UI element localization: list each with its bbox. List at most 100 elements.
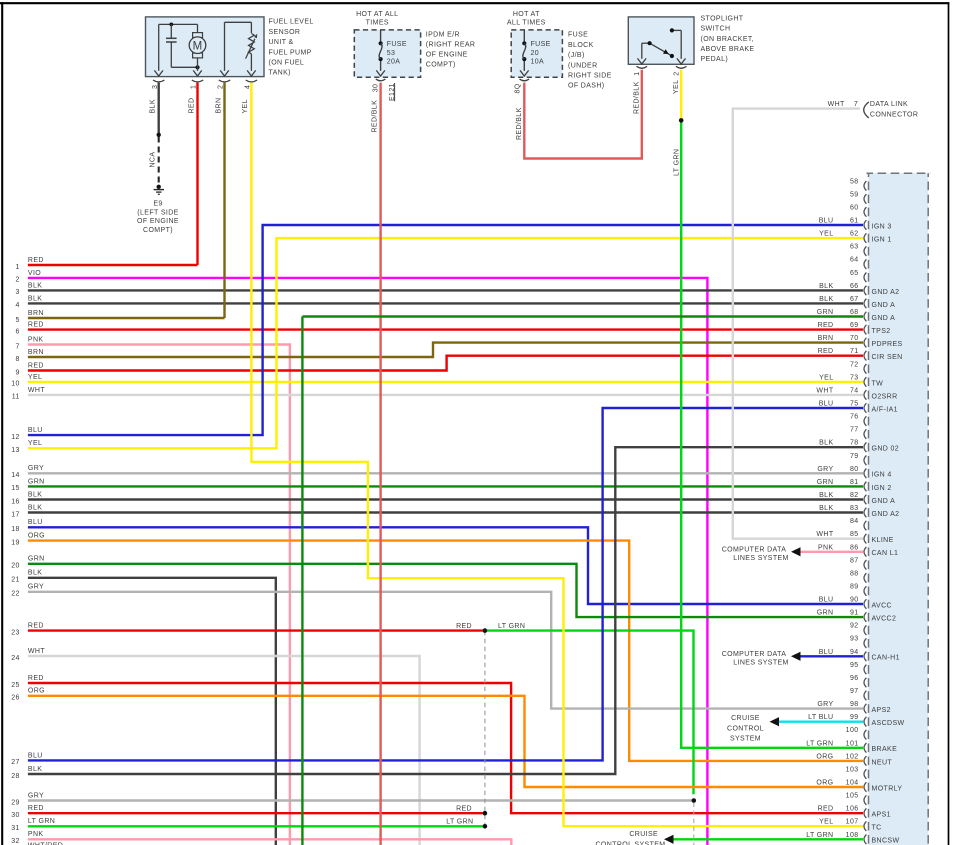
svg-text:5: 5 xyxy=(16,317,20,324)
svg-text:GRY: GRY xyxy=(817,466,833,473)
svg-text:ABOVE BRAKE: ABOVE BRAKE xyxy=(701,46,755,53)
svg-text:30: 30 xyxy=(11,812,20,819)
svg-text:BLK: BLK xyxy=(819,296,833,303)
svg-text:APS1: APS1 xyxy=(872,812,891,819)
svg-text:OF ENGINE: OF ENGINE xyxy=(426,52,468,59)
svg-text:BNCSW: BNCSW xyxy=(872,838,900,845)
svg-text:YEL: YEL xyxy=(28,440,42,447)
svg-text:67: 67 xyxy=(850,296,859,303)
svg-text:LT GRN: LT GRN xyxy=(498,623,525,630)
svg-text:4: 4 xyxy=(245,85,252,89)
svg-text:PDPRES: PDPRES xyxy=(872,341,903,348)
svg-text:95: 95 xyxy=(850,662,859,669)
svg-text:FUSE: FUSE xyxy=(387,41,407,48)
svg-text:7: 7 xyxy=(16,343,20,350)
svg-text:COMPUTER DATA: COMPUTER DATA xyxy=(722,547,787,554)
svg-text:RED: RED xyxy=(28,675,44,682)
svg-text:1: 1 xyxy=(634,72,641,76)
svg-text:YEL: YEL xyxy=(819,374,833,381)
svg-text:BLK: BLK xyxy=(819,492,833,499)
svg-text:ASCDSW: ASCDSW xyxy=(872,720,905,727)
svg-text:BLK: BLK xyxy=(28,295,42,302)
svg-text:GND 02: GND 02 xyxy=(872,446,900,453)
svg-text:LINES SYSTEM: LINES SYSTEM xyxy=(733,659,789,666)
svg-text:8: 8 xyxy=(16,356,20,363)
svg-text:BLK: BLK xyxy=(28,766,42,773)
svg-text:80: 80 xyxy=(850,466,859,473)
svg-text:GRY: GRY xyxy=(817,701,833,708)
svg-text:WHT/RED: WHT/RED xyxy=(28,842,63,845)
svg-text:ORG: ORG xyxy=(28,688,45,695)
svg-text:58: 58 xyxy=(850,178,859,185)
svg-text:WHT: WHT xyxy=(816,531,833,538)
svg-text:RED: RED xyxy=(818,806,834,813)
svg-text:IGN 3: IGN 3 xyxy=(872,223,892,230)
svg-text:76: 76 xyxy=(850,414,859,421)
svg-text:BRN: BRN xyxy=(818,335,834,342)
svg-text:18: 18 xyxy=(11,526,20,533)
svg-text:BLK: BLK xyxy=(150,99,157,113)
svg-text:FUSE: FUSE xyxy=(531,41,551,48)
svg-text:GND A: GND A xyxy=(872,302,896,309)
svg-text:65: 65 xyxy=(850,270,859,277)
svg-text:ALL TIMES: ALL TIMES xyxy=(507,20,546,27)
svg-text:A/F-IA1: A/F-IA1 xyxy=(872,406,898,413)
svg-text:CRUISE: CRUISE xyxy=(629,831,658,838)
svg-text:69: 69 xyxy=(850,322,859,329)
svg-text:3: 3 xyxy=(152,85,159,89)
svg-text:17: 17 xyxy=(11,511,20,518)
svg-text:RED: RED xyxy=(28,805,44,812)
svg-text:2: 2 xyxy=(16,277,20,284)
svg-text:73: 73 xyxy=(850,374,859,381)
svg-text:GND A: GND A xyxy=(872,498,896,505)
svg-text:CONTROL SYSTEM: CONTROL SYSTEM xyxy=(595,841,665,845)
svg-text:SYSTEM: SYSTEM xyxy=(730,736,761,743)
svg-text:BLK: BLK xyxy=(28,491,42,498)
svg-text:107: 107 xyxy=(846,819,859,826)
svg-text:FUEL PUMP: FUEL PUMP xyxy=(269,49,312,56)
svg-text:108: 108 xyxy=(846,832,859,839)
svg-text:61: 61 xyxy=(850,218,859,225)
svg-text:COMPUTER DATA: COMPUTER DATA xyxy=(722,651,787,658)
svg-text:CIR SEN: CIR SEN xyxy=(872,354,903,361)
svg-text:2: 2 xyxy=(218,85,225,89)
svg-text:(ON BRACKET,: (ON BRACKET, xyxy=(701,36,755,43)
svg-text:AVCC: AVCC xyxy=(872,602,892,609)
svg-text:31: 31 xyxy=(11,825,20,832)
svg-text:ORG: ORG xyxy=(28,533,45,540)
svg-text:PNK: PNK xyxy=(28,336,44,343)
svg-text:(LEFT SIDE: (LEFT SIDE xyxy=(137,209,178,216)
svg-text:RED: RED xyxy=(188,98,195,114)
svg-text:LT GRN: LT GRN xyxy=(28,818,55,825)
svg-text:AVCC2: AVCC2 xyxy=(872,616,897,623)
svg-text:HOT AT: HOT AT xyxy=(513,11,540,18)
svg-text:13: 13 xyxy=(11,447,20,454)
svg-text:68: 68 xyxy=(850,309,859,316)
svg-text:LINES SYSTEM: LINES SYSTEM xyxy=(733,555,789,562)
svg-text:NEUT: NEUT xyxy=(872,759,893,766)
svg-text:YEL: YEL xyxy=(819,231,833,238)
svg-text:102: 102 xyxy=(846,753,859,760)
svg-text:MOTRLY: MOTRLY xyxy=(872,785,903,792)
svg-text:29: 29 xyxy=(11,799,20,806)
svg-text:BLK: BLK xyxy=(28,504,42,511)
svg-text:RED: RED xyxy=(28,257,44,264)
svg-text:GRY: GRY xyxy=(28,465,44,472)
svg-text:SWITCH: SWITCH xyxy=(701,26,731,33)
svg-text:GND A2: GND A2 xyxy=(872,289,900,296)
svg-text:CONNECTOR: CONNECTOR xyxy=(870,112,918,119)
svg-text:NCA: NCA xyxy=(150,152,157,168)
svg-text:78: 78 xyxy=(850,440,859,447)
svg-text:IPDM E/R: IPDM E/R xyxy=(426,32,460,39)
svg-text:89: 89 xyxy=(850,584,859,591)
svg-text:BLOCK: BLOCK xyxy=(568,42,594,49)
svg-text:YEL: YEL xyxy=(673,80,680,94)
svg-text:E121: E121 xyxy=(389,83,396,101)
svg-text:BLK: BLK xyxy=(819,283,833,290)
svg-text:20A: 20A xyxy=(387,59,401,66)
svg-text:LT GRN: LT GRN xyxy=(446,819,473,826)
svg-text:71: 71 xyxy=(850,348,859,355)
svg-text:IGN 1: IGN 1 xyxy=(872,237,892,244)
svg-text:BLK: BLK xyxy=(28,282,42,289)
svg-text:BLK: BLK xyxy=(819,440,833,447)
